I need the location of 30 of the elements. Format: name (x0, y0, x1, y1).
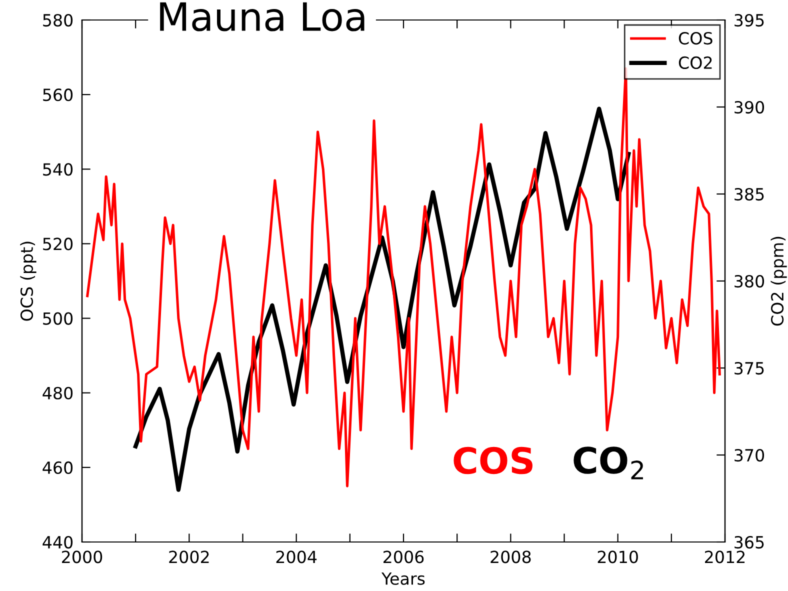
annotation: CO$_{2}$ (574, 446, 643, 480)
y-axis-title: OCS (ppt) (20, 242, 36, 321)
legend-label: COS (678, 32, 712, 45)
y-tick-label: 520 (43, 238, 73, 250)
y2-tick-label: 365 (734, 536, 764, 549)
x-tick-label: 2008 (490, 550, 531, 564)
y-tick-label: 500 (43, 312, 73, 325)
x-tick-label: 2006 (384, 550, 424, 564)
legend-label: CO2 (678, 56, 712, 70)
annotation: COS (454, 446, 532, 474)
y2-tick-label: 370 (734, 448, 764, 462)
x-axis-title: Years (381, 572, 425, 585)
x-tick-label: 2002 (169, 550, 209, 564)
y-tick-label: 440 (42, 536, 73, 549)
y2-tick-label: 390 (734, 100, 764, 114)
y2-tick-label: 395 (734, 14, 764, 27)
x-tick-label: 2012 (705, 550, 745, 564)
y2-axis-title: CO2 (ppm) (770, 236, 787, 326)
y2-tick-label: 385 (734, 188, 764, 201)
y-tick-label: 580 (43, 14, 73, 27)
y-tick-label: 460 (42, 461, 73, 474)
y2-tick-label: 380 (734, 274, 764, 288)
y-tick-label: 540 (43, 163, 73, 176)
x-tick-label: 2004 (276, 550, 317, 564)
y-tick-label: 560 (43, 88, 73, 102)
y-tick-label: 480 (42, 386, 73, 400)
x-tick-label: 2000 (62, 550, 102, 564)
x-tick-label: 2010 (598, 550, 638, 564)
y2-tick-label: 375 (734, 362, 764, 375)
chart-title: Mauna Loa (160, 2, 364, 32)
